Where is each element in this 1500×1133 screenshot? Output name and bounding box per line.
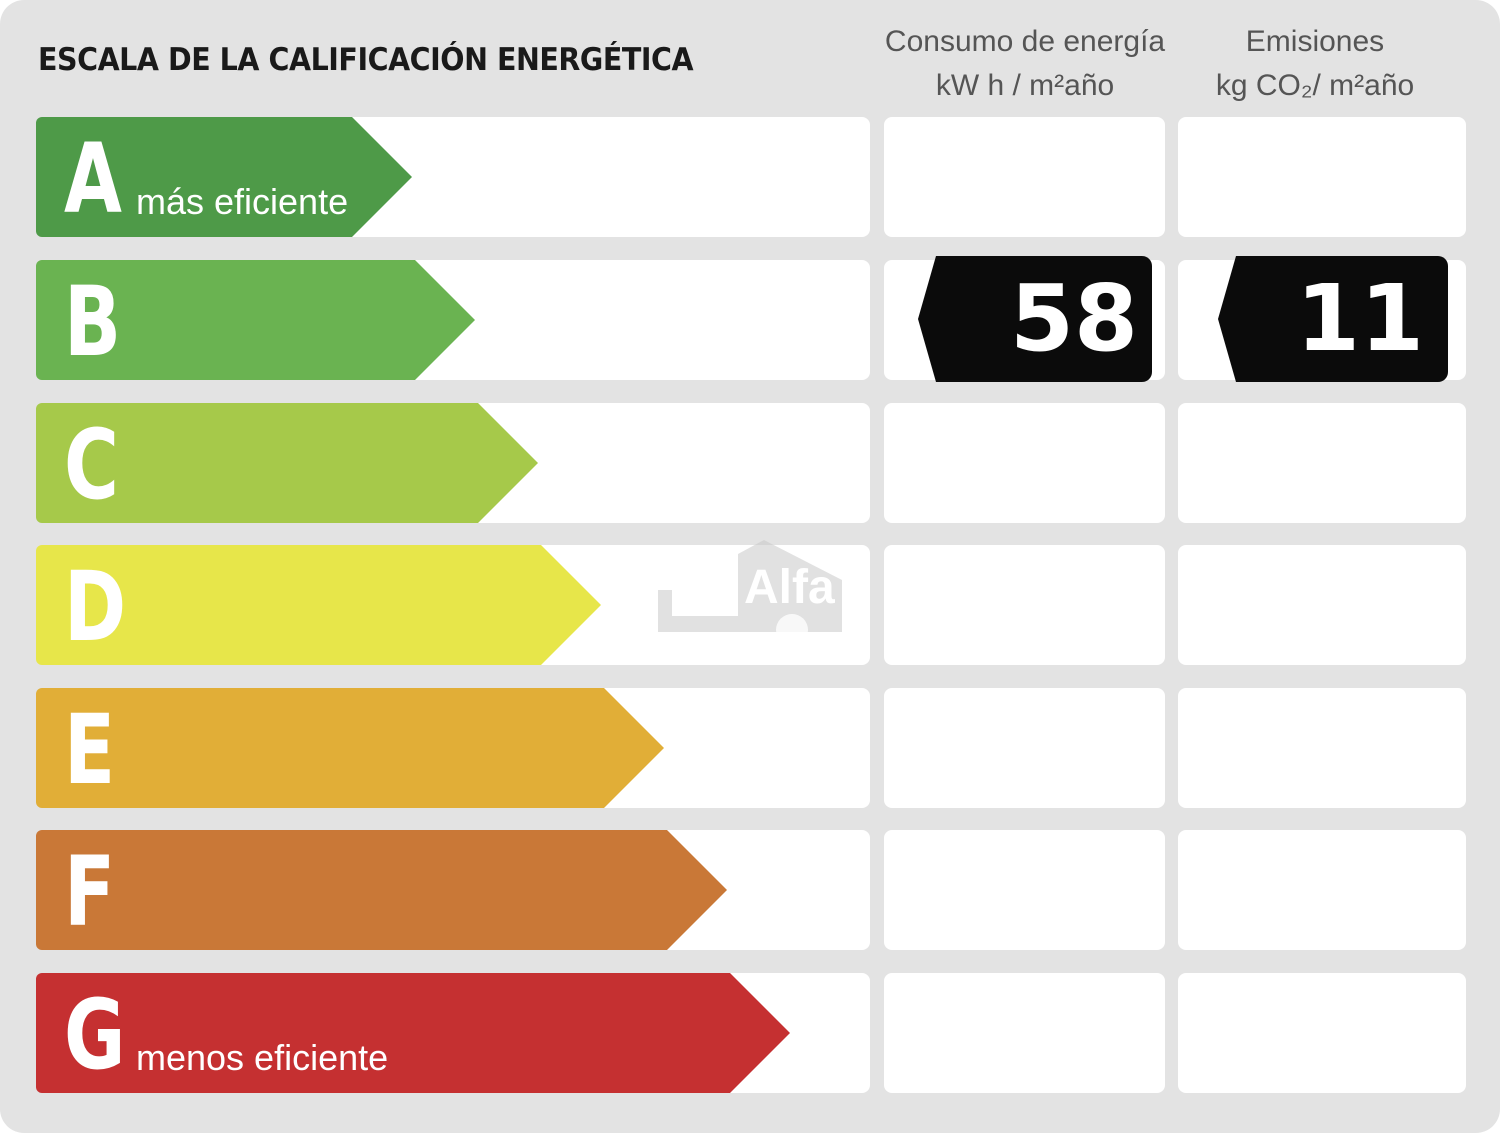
rating-arrow-c: C bbox=[36, 403, 538, 523]
consumo-cell bbox=[884, 688, 1165, 808]
rating-sublabel: menos eficiente bbox=[136, 1037, 389, 1078]
rating-letter: F bbox=[64, 836, 116, 948]
emisiones-cell bbox=[1178, 403, 1466, 523]
emisiones-column-header: Emisiones kg CO₂/ m²año bbox=[1170, 20, 1460, 108]
emisiones-header-line2: kg CO₂/ m²año bbox=[1215, 69, 1415, 102]
consumo-cell bbox=[884, 973, 1165, 1093]
emisiones-cell bbox=[1178, 117, 1466, 237]
emisiones-header-line1: Emisiones bbox=[1245, 25, 1385, 58]
rating-arrow-d: D bbox=[36, 545, 601, 665]
emisiones-cell bbox=[1178, 545, 1466, 665]
rating-arrow-a: A más eficiente bbox=[36, 117, 412, 237]
rating-row-d: D bbox=[0, 545, 1500, 665]
consumo-cell bbox=[884, 830, 1165, 950]
rating-letter: G bbox=[64, 979, 126, 1091]
consumo-header-line2: kW h / m²año bbox=[935, 69, 1115, 102]
rating-row-e: E bbox=[0, 688, 1500, 808]
rating-arrow-g: G menos eficiente bbox=[36, 973, 790, 1093]
rating-row-b: B 58 11 bbox=[0, 256, 1500, 382]
consumo-cell bbox=[884, 403, 1165, 523]
rating-arrow-b: B bbox=[36, 260, 475, 380]
consumo-header-line1: Consumo de energía bbox=[884, 25, 1166, 58]
rating-row-f: F bbox=[0, 830, 1500, 950]
consumo-cell bbox=[884, 117, 1165, 237]
rating-row-a: A más eficiente bbox=[0, 117, 1500, 237]
rating-letter: C bbox=[64, 409, 119, 521]
watermark-text: Alfa bbox=[744, 561, 835, 614]
rating-row-g: G menos eficiente bbox=[0, 973, 1500, 1093]
rating-row-c: C bbox=[0, 403, 1500, 523]
emisiones-cell bbox=[1178, 973, 1466, 1093]
emisiones-cell bbox=[1178, 830, 1466, 950]
rating-arrow-f: F bbox=[36, 830, 727, 950]
consumo-value-indicator: 58 bbox=[918, 256, 1152, 382]
emisiones-value-indicator: 11 bbox=[1218, 256, 1448, 382]
emisiones-cell bbox=[1178, 688, 1466, 808]
rating-sublabel: más eficiente bbox=[136, 181, 349, 222]
rating-letter: A bbox=[64, 123, 122, 235]
rating-arrow-e: E bbox=[36, 688, 664, 808]
rating-letter: D bbox=[64, 551, 127, 663]
rating-letter: B bbox=[64, 266, 122, 378]
rating-letter: E bbox=[64, 694, 116, 806]
consumo-cell bbox=[884, 545, 1165, 665]
label-title: ESCALA DE LA CALIFICACIÓN ENERGÉTICA bbox=[38, 42, 694, 78]
house-watermark-icon bbox=[658, 540, 842, 636]
consumo-column-header: Consumo de energía kW h / m²año bbox=[880, 20, 1170, 108]
